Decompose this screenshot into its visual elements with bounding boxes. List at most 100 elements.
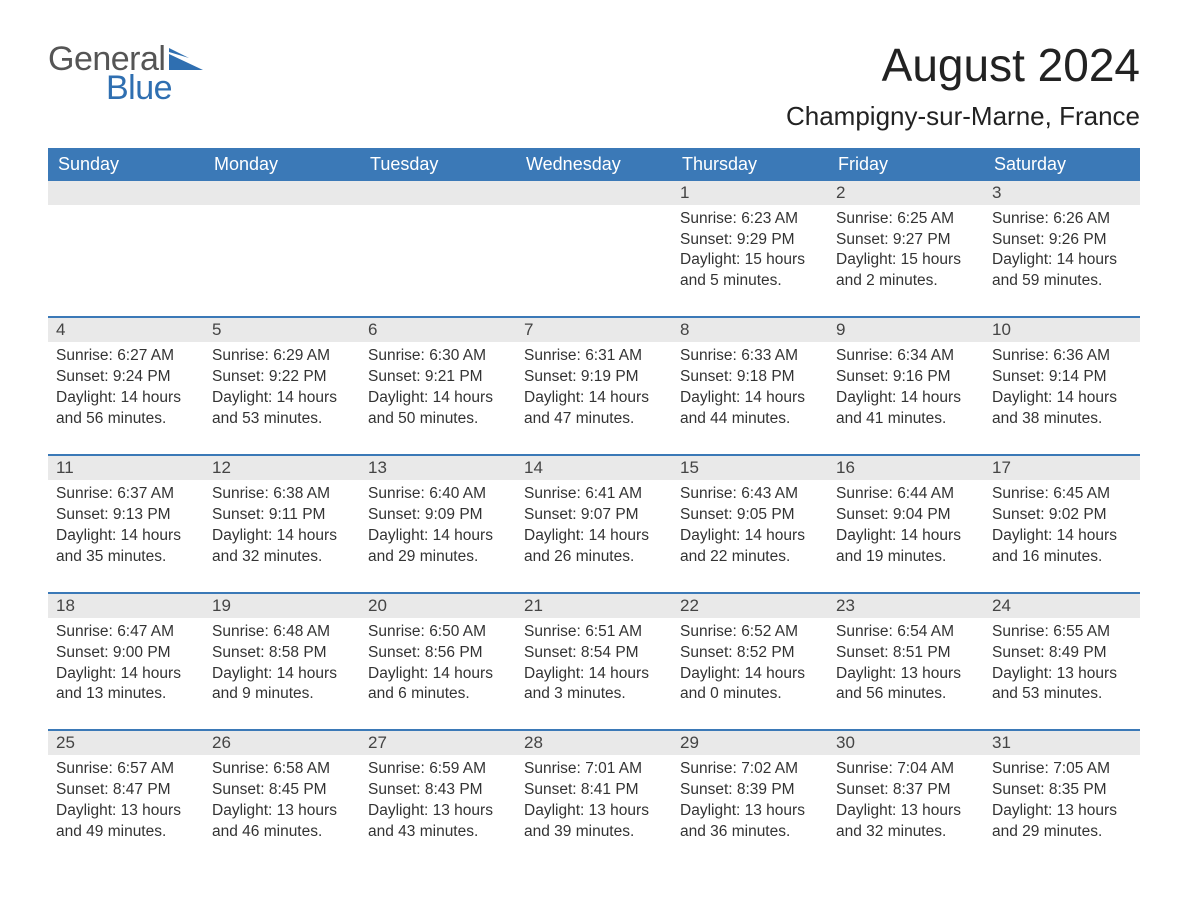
day-number: 28: [516, 729, 672, 755]
sunset-label: Sunset:: [524, 368, 577, 385]
daylight-label: Daylight:: [680, 802, 740, 819]
sunset-line: Sunset: 8:51 PM: [836, 643, 976, 664]
sunrise-value: 6:43 AM: [741, 485, 798, 502]
sunset-line: Sunset: 9:29 PM: [680, 230, 820, 251]
day-number-empty: [48, 181, 204, 205]
sunset-label: Sunset:: [368, 781, 421, 798]
sunset-label: Sunset:: [992, 781, 1045, 798]
sunset-line: Sunset: 9:13 PM: [56, 505, 196, 526]
calendar-day-cell: [204, 181, 360, 317]
sunset-line: Sunset: 9:16 PM: [836, 367, 976, 388]
sunrise-label: Sunrise:: [524, 623, 581, 640]
sunrise-line: Sunrise: 6:25 AM: [836, 209, 976, 230]
calendar-day-cell: 19Sunrise: 6:48 AMSunset: 8:58 PMDayligh…: [204, 592, 360, 730]
sunset-label: Sunset:: [992, 644, 1045, 661]
calendar-day-cell: 12Sunrise: 6:38 AMSunset: 9:11 PMDayligh…: [204, 454, 360, 592]
sunrise-value: 6:25 AM: [897, 210, 954, 227]
daylight-line: Daylight: 14 hours and 41 minutes.: [836, 388, 976, 430]
daylight-line: Daylight: 13 hours and 46 minutes.: [212, 801, 352, 843]
day-body: Sunrise: 6:27 AMSunset: 9:24 PMDaylight:…: [48, 342, 204, 454]
sunset-value: 8:41 PM: [581, 781, 639, 798]
sunrise-value: 6:58 AM: [273, 760, 330, 777]
day-number: 17: [984, 454, 1140, 480]
day-number: 30: [828, 729, 984, 755]
sunset-label: Sunset:: [212, 644, 265, 661]
day-number-empty: [516, 181, 672, 205]
sunrise-line: Sunrise: 6:27 AM: [56, 346, 196, 367]
daylight-line: Daylight: 13 hours and 43 minutes.: [368, 801, 508, 843]
calendar-day-cell: 22Sunrise: 6:52 AMSunset: 8:52 PMDayligh…: [672, 592, 828, 730]
day-body: Sunrise: 6:51 AMSunset: 8:54 PMDaylight:…: [516, 618, 672, 730]
daylight-label: Daylight:: [212, 802, 272, 819]
daylight-line: Daylight: 14 hours and 44 minutes.: [680, 388, 820, 430]
day-number: 29: [672, 729, 828, 755]
day-body: Sunrise: 6:45 AMSunset: 9:02 PMDaylight:…: [984, 480, 1140, 592]
daylight-label: Daylight:: [212, 665, 272, 682]
sunrise-value: 6:52 AM: [741, 623, 798, 640]
daylight-label: Daylight:: [680, 389, 740, 406]
weekday-header: Saturday: [984, 148, 1140, 181]
sunset-line: Sunset: 9:04 PM: [836, 505, 976, 526]
sunset-label: Sunset:: [992, 368, 1045, 385]
calendar-day-cell: 5Sunrise: 6:29 AMSunset: 9:22 PMDaylight…: [204, 316, 360, 454]
sunrise-label: Sunrise:: [680, 623, 737, 640]
weekday-header: Tuesday: [360, 148, 516, 181]
calendar-day-cell: 2Sunrise: 6:25 AMSunset: 9:27 PMDaylight…: [828, 181, 984, 317]
daylight-label: Daylight:: [992, 665, 1052, 682]
sunrise-value: 6:27 AM: [117, 347, 174, 364]
daylight-label: Daylight:: [992, 527, 1052, 544]
sunset-label: Sunset:: [680, 231, 733, 248]
calendar-day-cell: 6Sunrise: 6:30 AMSunset: 9:21 PMDaylight…: [360, 316, 516, 454]
day-number: 1: [672, 181, 828, 205]
day-body: Sunrise: 6:31 AMSunset: 9:19 PMDaylight:…: [516, 342, 672, 454]
calendar-day-cell: 21Sunrise: 6:51 AMSunset: 8:54 PMDayligh…: [516, 592, 672, 730]
sunset-value: 8:43 PM: [425, 781, 483, 798]
sunrise-line: Sunrise: 6:34 AM: [836, 346, 976, 367]
sunset-line: Sunset: 9:09 PM: [368, 505, 508, 526]
day-body-empty: [516, 205, 672, 305]
calendar-week-row: 4Sunrise: 6:27 AMSunset: 9:24 PMDaylight…: [48, 316, 1140, 454]
sunset-label: Sunset:: [680, 644, 733, 661]
sunrise-line: Sunrise: 7:01 AM: [524, 759, 664, 780]
sunset-line: Sunset: 9:00 PM: [56, 643, 196, 664]
sunrise-label: Sunrise:: [680, 210, 737, 227]
calendar-day-cell: 11Sunrise: 6:37 AMSunset: 9:13 PMDayligh…: [48, 454, 204, 592]
sunset-line: Sunset: 8:35 PM: [992, 780, 1132, 801]
calendar-page: General Blue August 2024 Champigny-sur-M…: [0, 0, 1188, 907]
sunset-value: 9:29 PM: [737, 231, 795, 248]
calendar-day-cell: 28Sunrise: 7:01 AMSunset: 8:41 PMDayligh…: [516, 729, 672, 867]
sunset-line: Sunset: 9:21 PM: [368, 367, 508, 388]
day-body: Sunrise: 6:44 AMSunset: 9:04 PMDaylight:…: [828, 480, 984, 592]
sunset-line: Sunset: 8:43 PM: [368, 780, 508, 801]
daylight-label: Daylight:: [212, 527, 272, 544]
sunrise-value: 6:55 AM: [1053, 623, 1110, 640]
logo: General Blue: [48, 40, 203, 108]
daylight-label: Daylight:: [56, 527, 116, 544]
sunset-value: 9:22 PM: [269, 368, 327, 385]
day-body: Sunrise: 6:30 AMSunset: 9:21 PMDaylight:…: [360, 342, 516, 454]
daylight-label: Daylight:: [524, 665, 584, 682]
daylight-line: Daylight: 14 hours and 50 minutes.: [368, 388, 508, 430]
daylight-label: Daylight:: [680, 665, 740, 682]
sunrise-label: Sunrise:: [368, 347, 425, 364]
day-body: Sunrise: 6:43 AMSunset: 9:05 PMDaylight:…: [672, 480, 828, 592]
sunset-line: Sunset: 8:54 PM: [524, 643, 664, 664]
daylight-label: Daylight:: [836, 389, 896, 406]
calendar-week-row: 25Sunrise: 6:57 AMSunset: 8:47 PMDayligh…: [48, 729, 1140, 867]
sunrise-value: 6:59 AM: [429, 760, 486, 777]
calendar-table: SundayMondayTuesdayWednesdayThursdayFrid…: [48, 148, 1140, 867]
day-number: 9: [828, 316, 984, 342]
sunset-value: 9:19 PM: [581, 368, 639, 385]
sunrise-line: Sunrise: 6:45 AM: [992, 484, 1132, 505]
daylight-line: Daylight: 14 hours and 47 minutes.: [524, 388, 664, 430]
day-number: 7: [516, 316, 672, 342]
calendar-day-cell: [360, 181, 516, 317]
day-body: Sunrise: 6:40 AMSunset: 9:09 PMDaylight:…: [360, 480, 516, 592]
sunrise-label: Sunrise:: [680, 760, 737, 777]
calendar-day-cell: 30Sunrise: 7:04 AMSunset: 8:37 PMDayligh…: [828, 729, 984, 867]
daylight-line: Daylight: 14 hours and 38 minutes.: [992, 388, 1132, 430]
daylight-line: Daylight: 14 hours and 59 minutes.: [992, 250, 1132, 292]
sunrise-label: Sunrise:: [836, 485, 893, 502]
calendar-day-cell: 13Sunrise: 6:40 AMSunset: 9:09 PMDayligh…: [360, 454, 516, 592]
sunset-value: 8:58 PM: [269, 644, 327, 661]
